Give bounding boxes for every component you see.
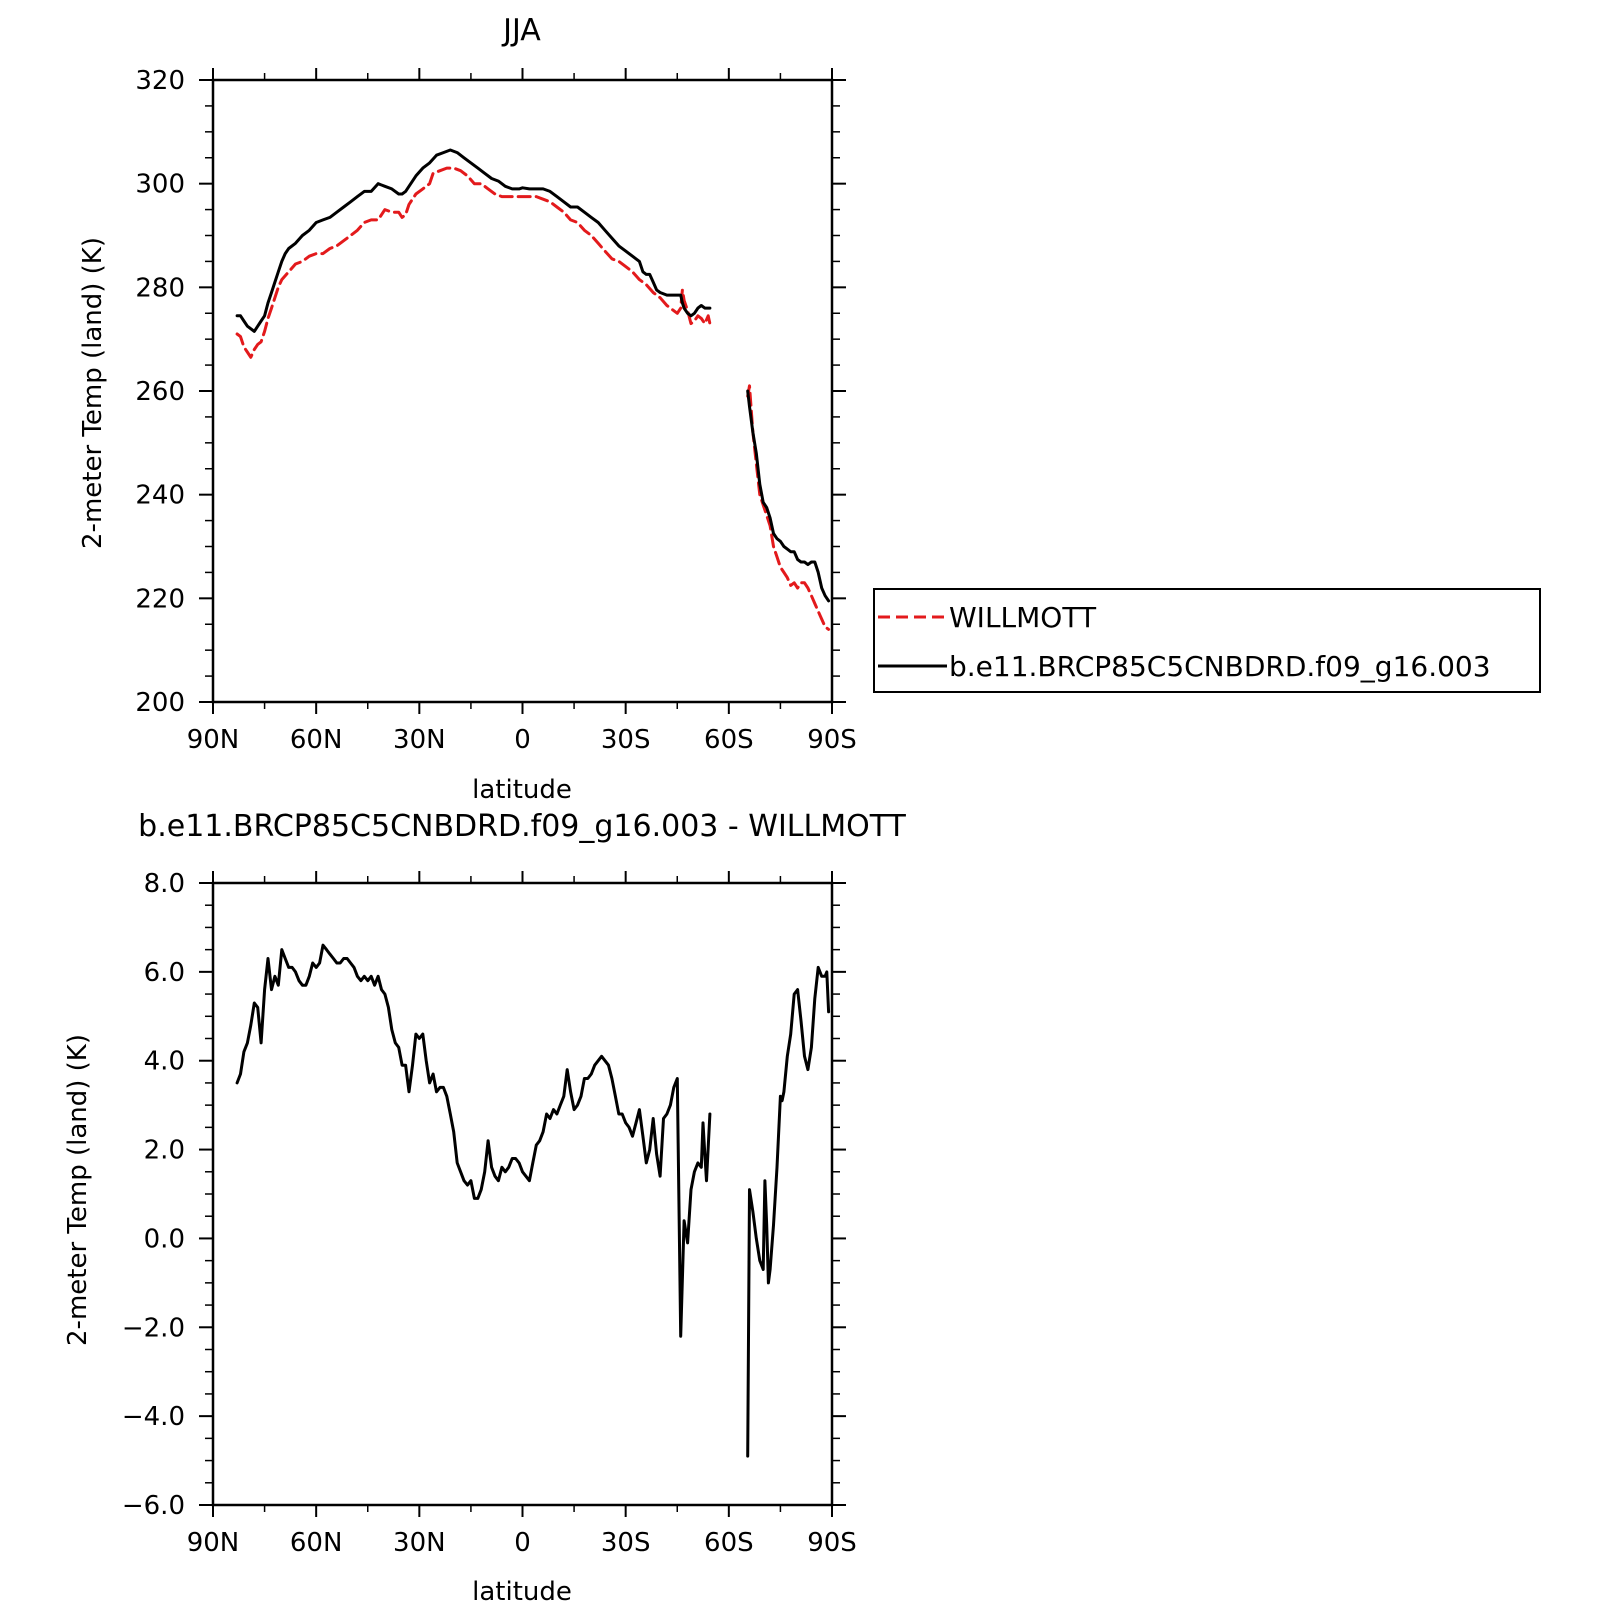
top-y-tick-label: 200: [135, 688, 185, 718]
top-series-line-b-e11-brcp85c5cnbdrd-f09-g16-003-seg0: [235, 148, 712, 333]
top-y-tick-label: 280: [135, 273, 185, 303]
bottom-y-tick-label: 6.0: [144, 958, 185, 988]
bottom-series-line-difference-seg0: [235, 943, 712, 1338]
bottom-y-tick-label: −2.0: [122, 1313, 185, 1343]
top-plot-area: 90N 60N 30N 0 30S 60S 90S 200 220 240 260 280 300 320: [135, 66, 856, 755]
bottom-x-tick-label: 30N: [393, 1528, 446, 1558]
top-series-line-willmott-seg0: [235, 166, 712, 359]
bottom-x-tick-label: 60N: [290, 1528, 343, 1558]
bottom-y-tick-label: −4.0: [122, 1402, 185, 1432]
bottom-y-axis-label: 2-meter Temp (land) (K): [63, 1034, 93, 1346]
bottom-series-line-difference-seg1: [746, 965, 831, 1458]
bottom-y-tick-label: 0.0: [144, 1224, 185, 1254]
bottom-plot-area: 90N 60N 30N 0 30S 60S 90S −6.0 −4.0 −2.0 0.0 2.0 4.0…: [122, 869, 857, 1558]
legend: WILLMOTT b.e11.BRCP85C5CNBDRD.f09_g16.00…: [873, 588, 1541, 693]
top-y-tick-label: 300: [135, 170, 185, 200]
top-series-line-b-e11-brcp85c5cnbdrd-f09-g16-003-seg1: [746, 389, 831, 603]
top-series-line-willmott-seg1: [746, 384, 831, 631]
top-x-tick-label: 60N: [290, 725, 343, 755]
top-x-tick-label: 30N: [393, 725, 446, 755]
top-y-tick-label: 220: [135, 584, 185, 614]
top-x-tick-label: 90N: [187, 725, 240, 755]
top-x-tick-label: 60S: [704, 725, 754, 755]
bottom-panel: b.e11.BRCP85C5CNBDRD.f09_g16.003 - WILLM…: [63, 809, 907, 1607]
bottom-y-tick-label: −6.0: [122, 1491, 185, 1521]
top-chart-title: JJA: [501, 13, 541, 48]
bottom-x-tick-label: 90S: [807, 1528, 857, 1558]
bottom-x-tick-label: 60S: [704, 1528, 754, 1558]
bottom-y-tick-label: 8.0: [144, 869, 185, 899]
top-panel: JJA 90N 60N 30N 0 30S 60S 90S 200 220 240 260 280 30…: [78, 13, 857, 805]
top-y-axis-label: 2-meter Temp (land) (K): [78, 237, 108, 549]
bottom-plot-frame: [211, 881, 834, 1507]
bottom-x-tick-label: 30S: [601, 1528, 651, 1558]
top-y-tick-label: 320: [135, 66, 185, 96]
top-x-tick-label: 90S: [807, 725, 857, 755]
legend-box: [873, 588, 1541, 693]
bottom-y-tick-label: 2.0: [144, 1136, 185, 1166]
bottom-x-tick-label: 90N: [187, 1528, 240, 1558]
top-plot-frame: [211, 78, 834, 704]
top-y-tick-label: 260: [135, 377, 185, 407]
bottom-x-axis-label: latitude: [472, 1577, 572, 1607]
top-x-axis-label: latitude: [472, 775, 572, 805]
legend-label-model: b.e11.BRCP85C5CNBDRD.f09_g16.003: [949, 650, 1491, 683]
top-x-tick-label: 30S: [601, 725, 651, 755]
top-x-tick-label: 0: [514, 725, 531, 755]
legend-label-willmott: WILLMOTT: [949, 601, 1097, 634]
top-y-tick-label: 240: [135, 481, 185, 511]
bottom-y-tick-label: 4.0: [144, 1047, 185, 1077]
bottom-x-tick-label: 0: [514, 1528, 531, 1558]
bottom-chart-title: b.e11.BRCP85C5CNBDRD.f09_g16.003 - WILLM…: [138, 809, 906, 844]
